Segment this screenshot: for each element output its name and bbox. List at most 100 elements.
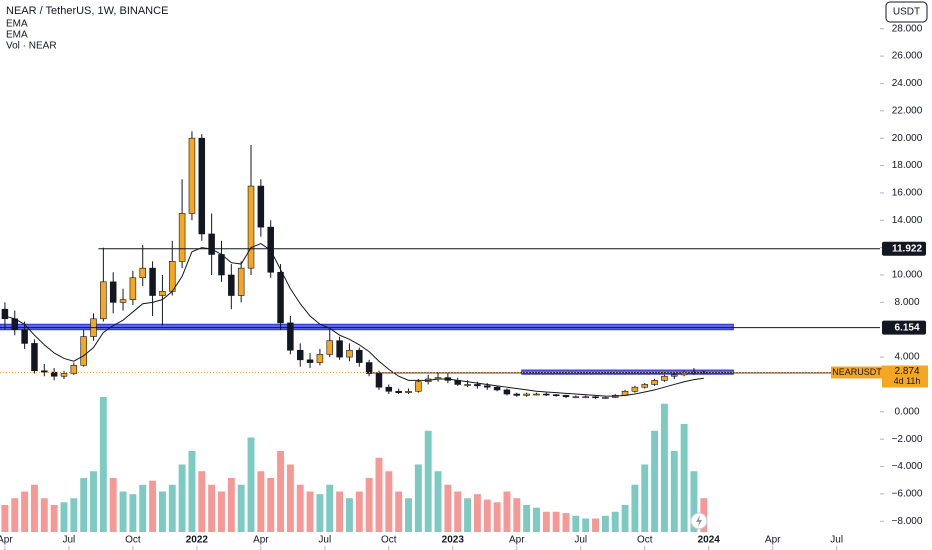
- y-tick-label: −6.000: [892, 489, 923, 500]
- candle-body: [80, 336, 87, 366]
- candle-body: [306, 359, 314, 363]
- volume-bar: [562, 513, 570, 532]
- volume-bar: [227, 478, 235, 532]
- candle-body: [631, 386, 639, 392]
- candle-body: [41, 370, 48, 373]
- volume-bar: [40, 498, 48, 532]
- volume-bar: [345, 498, 353, 532]
- candle-body: [572, 396, 580, 399]
- x-tick-label: Jul: [63, 535, 76, 546]
- candle-body: [159, 291, 166, 296]
- candle-body: [533, 393, 540, 396]
- y-tick-label: 8.000: [894, 297, 919, 308]
- x-tick-label: Apr: [0, 535, 13, 546]
- y-tick-label: 4.000: [894, 352, 919, 363]
- currency-button[interactable]: [885, 1, 928, 23]
- candle-body: [21, 329, 28, 344]
- last-price-tag: [882, 365, 928, 388]
- candle-body: [70, 364, 78, 374]
- x-tick-label: Apr: [509, 535, 525, 546]
- volume-bar: [601, 515, 609, 532]
- volume-bar: [99, 397, 107, 532]
- candle-body: [592, 396, 599, 399]
- volume-bar: [198, 471, 206, 532]
- volume-bar: [326, 484, 334, 532]
- candle-body: [415, 381, 422, 392]
- volume-bar: [572, 515, 580, 532]
- level-label: 6.154: [894, 322, 919, 333]
- candle-body: [602, 397, 609, 399]
- candle-body: [296, 349, 304, 361]
- candle-body: [228, 274, 235, 296]
- volume-bar: [592, 518, 599, 532]
- x-tick-label: 2024: [698, 535, 721, 546]
- candle-body: [31, 343, 38, 372]
- volume-bar: [336, 491, 344, 532]
- volume-bar: [257, 471, 265, 532]
- x-tick-label: Apr: [765, 535, 781, 546]
- countdown-label: 4d 11h: [894, 376, 921, 386]
- volume-bar: [454, 491, 462, 532]
- candle-body: [326, 340, 334, 355]
- x-tick-label: Apr: [253, 535, 269, 546]
- y-tick-label: 22.000: [892, 105, 923, 116]
- volume-bar: [405, 498, 412, 532]
- x-tick-label: Jul: [318, 535, 331, 546]
- candle-body: [237, 267, 245, 296]
- candle-body: [474, 384, 481, 387]
- candle-body: [247, 185, 255, 269]
- y-tick-label: −8.000: [892, 516, 923, 527]
- volume-bar: [267, 478, 275, 532]
- candle-body: [139, 267, 146, 279]
- indicator-label: EMA: [6, 19, 28, 30]
- volume-bar: [149, 480, 157, 532]
- volume-bar: [237, 484, 245, 532]
- volume-bar: [690, 471, 698, 532]
- volume-bar: [218, 491, 225, 532]
- volume-bar: [473, 494, 481, 532]
- candle-body: [1, 308, 9, 320]
- indicator-label: EMA: [6, 30, 28, 41]
- volume-bar: [621, 505, 629, 532]
- candle-body: [208, 233, 215, 255]
- volume-bar: [483, 499, 491, 532]
- candle-body: [287, 322, 294, 351]
- zone: [0, 323, 734, 331]
- y-tick-label: −2.000: [892, 434, 923, 445]
- candle-body: [356, 349, 363, 363]
- volume-bar: [414, 464, 422, 532]
- volume-bar: [355, 491, 363, 532]
- candle-body: [562, 395, 570, 398]
- candle-body: [218, 254, 225, 276]
- candle-body: [346, 349, 353, 358]
- candle-body: [523, 393, 530, 396]
- candle-body: [483, 385, 491, 388]
- volume-bar: [641, 464, 649, 532]
- volume-bar: [375, 457, 383, 532]
- volume-bar: [306, 491, 314, 532]
- x-tick-label: 2023: [442, 535, 465, 546]
- volume-bar: [444, 484, 452, 532]
- candle-body: [100, 281, 107, 320]
- volume-bar: [503, 491, 511, 532]
- candle-body: [129, 277, 137, 300]
- currency-label[interactable]: USDT: [893, 7, 920, 18]
- candle-body: [316, 354, 324, 363]
- volume-bar: [168, 484, 176, 532]
- volume-bar: [11, 498, 19, 532]
- y-tick-label: 24.000: [892, 78, 923, 89]
- y-tick-label: 10.000: [892, 270, 923, 281]
- y-tick-label: 26.000: [892, 51, 923, 62]
- volume-bar: [21, 491, 29, 532]
- chart-title: NEAR / TetherUS, 1W, BINANCE: [6, 5, 168, 17]
- volume-bar: [385, 471, 393, 532]
- x-tick-label: Jul: [830, 535, 843, 546]
- bolt-icon: [696, 515, 702, 527]
- candle-body: [503, 389, 511, 395]
- candle-body: [188, 137, 196, 214]
- x-tick-label: Oct: [125, 535, 141, 546]
- volume-bar: [1, 505, 9, 532]
- candle-body: [365, 362, 373, 374]
- candle-body: [543, 393, 550, 396]
